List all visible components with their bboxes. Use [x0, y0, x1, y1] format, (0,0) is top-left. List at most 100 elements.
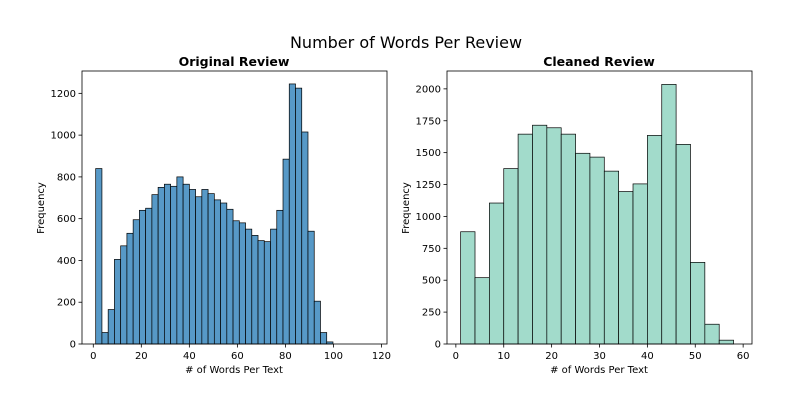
histogram-bar — [307, 230, 315, 345]
histogram-bar — [145, 207, 153, 345]
y-tick-label: 1200 — [51, 89, 76, 100]
y-tick-label: 2000 — [416, 84, 441, 95]
histogram-bar — [675, 144, 691, 345]
chart-original-review: Original Review 0 20 40 60 80 100 120 0 200 400 6… — [36, 54, 391, 376]
y-tick-label: 0 — [435, 340, 441, 351]
histogram-bar — [704, 323, 720, 345]
histogram-bar — [282, 158, 290, 345]
figure-suptitle: Number of Words Per Review — [290, 33, 522, 52]
histogram-bar — [201, 189, 209, 345]
x-tick-label: 20 — [545, 351, 558, 362]
histogram-bar — [95, 168, 103, 345]
histogram-bar — [232, 220, 240, 345]
histogram-bar — [157, 186, 165, 345]
histogram-bar — [560, 133, 576, 345]
histogram-bar — [182, 183, 190, 345]
y-tick-label: 1250 — [416, 180, 441, 191]
x-axis-ticks: 0 20 40 60 80 100 120 — [90, 344, 391, 362]
x-tick-label: 0 — [453, 351, 459, 362]
histogram-bar — [207, 193, 215, 345]
histogram-bar — [603, 170, 620, 345]
histogram-bar — [164, 183, 171, 345]
histogram-bar — [132, 219, 140, 345]
y-axis-label: Frequency — [36, 182, 47, 234]
histogram-bar — [532, 124, 548, 345]
plot-frame — [81, 70, 388, 345]
y-tick-label: 1000 — [51, 131, 76, 142]
x-tick-label: 60 — [231, 351, 244, 362]
chart-title: Original Review — [179, 54, 290, 69]
histogram-bar — [295, 87, 303, 345]
x-axis-ticks: 0 10 20 30 40 50 60 — [453, 344, 750, 362]
histogram-bar — [257, 240, 265, 345]
histogram-bar — [139, 209, 146, 345]
histogram-bar — [126, 232, 134, 345]
y-tick-label: 400 — [57, 256, 76, 267]
histogram-bar — [313, 300, 321, 345]
histogram-bar — [263, 241, 271, 345]
histogram-bar — [288, 83, 296, 345]
histogram-bar — [120, 245, 128, 345]
y-tick-label: 1000 — [416, 212, 441, 223]
y-tick-label: 750 — [422, 244, 441, 255]
histogram-bar — [546, 127, 562, 345]
y-axis-ticks: 0 200 400 600 800 1000 1200 — [51, 89, 82, 351]
x-tick-label: 120 — [372, 351, 391, 362]
x-tick-label: 40 — [641, 351, 654, 362]
x-axis-label: # of Words Per Text — [185, 365, 283, 376]
y-tick-label: 1750 — [416, 116, 441, 127]
y-tick-label: 600 — [57, 214, 76, 225]
x-tick-label: 50 — [689, 351, 702, 362]
histogram-bar — [647, 135, 663, 345]
x-tick-label: 0 — [90, 351, 96, 362]
chart-title: Cleaned Review — [543, 54, 655, 69]
y-tick-label: 1500 — [416, 148, 441, 159]
histogram-bar — [151, 194, 159, 345]
x-tick-label: 30 — [593, 351, 606, 362]
histogram-bar — [213, 199, 221, 345]
histogram-bar — [189, 189, 196, 345]
chart-cleaned-review: Cleaned Review 0 10 20 30 40 50 60 0 250 500 750 1… — [401, 54, 753, 376]
histogram-bar — [270, 228, 278, 345]
y-tick-label: 800 — [57, 172, 76, 183]
histogram-bar — [238, 222, 246, 345]
histogram-bar — [320, 332, 328, 345]
histogram-bar — [503, 168, 519, 345]
histogram-bar — [276, 209, 284, 345]
histogram-bar — [107, 309, 115, 345]
histogram-bar — [176, 176, 184, 345]
y-tick-label: 0 — [70, 340, 76, 351]
histogram-bar — [226, 208, 234, 345]
x-tick-label: 100 — [324, 351, 343, 362]
x-tick-label: 40 — [183, 351, 196, 362]
histogram-bar — [661, 84, 677, 345]
histogram-bar — [101, 332, 109, 345]
histogram-bar — [170, 185, 178, 345]
y-axis-label: Frequency — [401, 182, 412, 234]
histogram-bar — [618, 191, 634, 345]
histogram-bar — [517, 133, 533, 345]
histogram-bar — [245, 228, 253, 345]
histogram-bar — [632, 183, 648, 345]
histogram-bars — [95, 83, 334, 345]
histogram-bar — [489, 202, 505, 345]
y-tick-label: 200 — [57, 298, 76, 309]
histogram-bar — [589, 156, 605, 345]
histogram-bar — [301, 131, 309, 345]
y-tick-label: 250 — [422, 308, 441, 319]
x-tick-label: 20 — [135, 351, 148, 362]
histogram-bar — [195, 196, 203, 345]
histogram-bar — [690, 262, 706, 345]
x-tick-label: 80 — [279, 351, 292, 362]
histogram-bar — [460, 231, 476, 345]
histogram-bar — [251, 235, 259, 345]
histogram-bar — [114, 259, 122, 345]
histogram-bar — [575, 152, 591, 345]
histogram-bar — [718, 339, 734, 345]
histogram-bar — [220, 202, 228, 345]
y-tick-label: 500 — [422, 276, 441, 287]
y-axis-ticks: 0 250 500 750 1000 1250 1500 1750 2000 — [416, 84, 447, 351]
histogram-bars — [460, 84, 734, 345]
histogram-bar — [474, 277, 490, 345]
